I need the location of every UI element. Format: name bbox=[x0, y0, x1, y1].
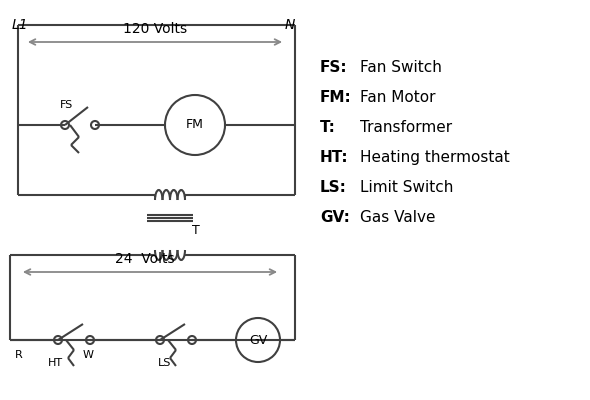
Text: W: W bbox=[83, 350, 93, 360]
Text: 24  Volts: 24 Volts bbox=[115, 252, 175, 266]
Text: R: R bbox=[15, 350, 23, 360]
Text: Heating thermostat: Heating thermostat bbox=[360, 150, 510, 165]
Text: 120 Volts: 120 Volts bbox=[123, 22, 187, 36]
Text: FM: FM bbox=[186, 118, 204, 132]
Text: Fan Motor: Fan Motor bbox=[360, 90, 435, 105]
Text: FS: FS bbox=[60, 100, 73, 110]
Text: LS: LS bbox=[158, 358, 172, 368]
Text: FS:: FS: bbox=[320, 60, 348, 75]
Text: N: N bbox=[285, 18, 295, 32]
Text: T:: T: bbox=[320, 120, 336, 135]
Text: LS:: LS: bbox=[320, 180, 347, 195]
Text: T: T bbox=[192, 224, 200, 236]
Text: HT:: HT: bbox=[320, 150, 349, 165]
Text: Gas Valve: Gas Valve bbox=[360, 210, 435, 225]
Text: GV:: GV: bbox=[320, 210, 350, 225]
Text: Fan Switch: Fan Switch bbox=[360, 60, 442, 75]
Text: FM:: FM: bbox=[320, 90, 352, 105]
Text: Limit Switch: Limit Switch bbox=[360, 180, 453, 195]
Text: GV: GV bbox=[249, 334, 267, 346]
Text: HT: HT bbox=[47, 358, 63, 368]
Text: L1: L1 bbox=[12, 18, 29, 32]
Text: Transformer: Transformer bbox=[360, 120, 452, 135]
